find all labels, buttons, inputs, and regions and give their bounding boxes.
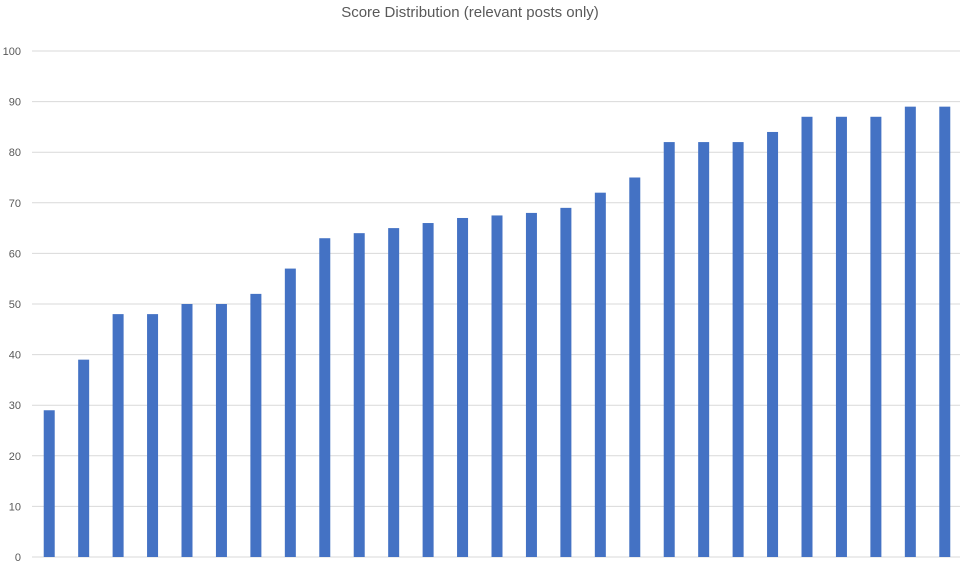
bar <box>939 106 951 557</box>
bar <box>147 314 159 557</box>
bar <box>870 116 882 557</box>
y-tick-label: 80 <box>9 147 21 159</box>
y-axis: 0 10 20 30 40 50 60 70 80 90 100 <box>3 46 21 564</box>
bar <box>904 106 916 557</box>
bar <box>457 217 469 558</box>
y-tick-label: 20 <box>9 451 21 463</box>
bar <box>560 207 572 558</box>
bars <box>43 106 951 558</box>
bar <box>215 304 227 557</box>
bar <box>525 212 537 558</box>
bar <box>78 359 90 557</box>
bar <box>422 223 434 558</box>
bar <box>594 192 606 557</box>
bar <box>284 268 296 557</box>
bar <box>835 116 847 557</box>
bar <box>801 116 813 557</box>
bar <box>43 410 55 557</box>
y-tick-label: 60 <box>9 248 21 260</box>
y-tick-label: 90 <box>9 97 21 109</box>
bar <box>663 142 675 557</box>
y-tick-label: 40 <box>9 350 21 362</box>
y-tick-label: 50 <box>9 299 21 311</box>
y-tick-label: 100 <box>3 46 21 58</box>
bar <box>353 233 365 557</box>
bar <box>698 142 710 557</box>
y-tick-label: 10 <box>9 501 21 513</box>
bar <box>250 293 262 557</box>
bar <box>767 131 779 557</box>
bar <box>388 228 400 557</box>
chart-title: Score Distribution (relevant posts only) <box>341 4 599 21</box>
bar <box>491 215 503 557</box>
y-tick-label: 70 <box>9 198 21 210</box>
y-tick-label: 30 <box>9 400 21 412</box>
bar <box>629 177 641 557</box>
bar <box>732 142 744 557</box>
bar <box>181 304 193 557</box>
bar <box>112 314 124 557</box>
y-tick-label: 0 <box>15 552 21 564</box>
bar <box>319 238 331 557</box>
